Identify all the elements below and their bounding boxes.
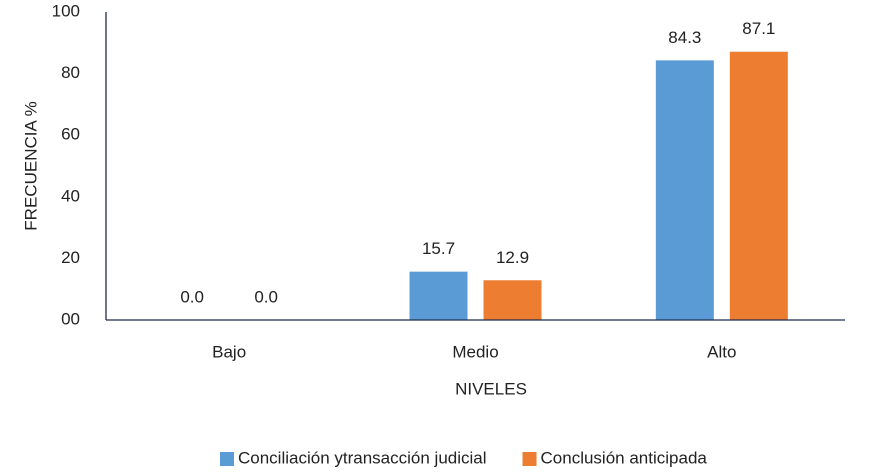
- y-tick-label: 80: [61, 63, 80, 82]
- bar: [655, 60, 714, 321]
- data-label: 84.3: [668, 28, 701, 47]
- y-tick-label: 00: [61, 309, 80, 328]
- data-label: 15.7: [422, 239, 455, 258]
- y-tick-label: 20: [61, 248, 80, 267]
- bar: [409, 271, 468, 320]
- legend-swatch: [220, 452, 234, 466]
- y-tick-label: 60: [61, 125, 80, 144]
- legend-swatch: [522, 452, 537, 466]
- x-axis-title: NIVELES: [455, 379, 527, 398]
- x-tick-label: Bajo: [212, 342, 246, 361]
- legend-label: Conclusión anticipada: [541, 448, 708, 467]
- bar: [729, 51, 788, 321]
- data-label: 12.9: [496, 248, 529, 267]
- data-label: 0.0: [254, 287, 278, 306]
- x-tick-label: Alto: [707, 342, 736, 361]
- x-tick-label: Medio: [452, 342, 498, 361]
- data-label: 0.0: [180, 287, 204, 306]
- y-tick-label: 100: [52, 1, 80, 20]
- legend-label: Conciliación ytransacción judicial: [238, 448, 487, 467]
- y-tick-label: 40: [61, 186, 80, 205]
- bar: [483, 280, 542, 320]
- y-axis-title: FRECUENCIA %: [21, 101, 40, 230]
- data-label: 87.1: [742, 19, 775, 38]
